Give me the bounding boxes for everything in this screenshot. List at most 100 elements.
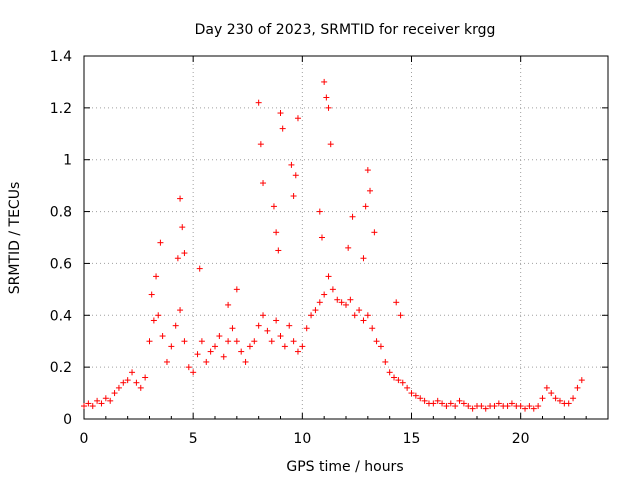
data-point	[526, 403, 533, 410]
data-point	[277, 110, 284, 117]
x-tick-label: 10	[293, 431, 311, 447]
data-point	[364, 167, 371, 174]
x-tick-label: 20	[512, 431, 530, 447]
data-point	[347, 296, 354, 303]
data-point	[530, 405, 537, 412]
data-point	[157, 239, 164, 246]
data-point	[362, 203, 369, 210]
data-point	[397, 312, 404, 319]
y-tick-label: 1	[63, 153, 72, 169]
data-point	[124, 377, 131, 384]
data-point	[539, 395, 546, 402]
data-point	[312, 307, 319, 314]
data-point	[155, 312, 162, 319]
x-tick-label: 5	[189, 431, 198, 447]
data-point	[404, 384, 411, 391]
data-point	[504, 403, 511, 410]
data-point	[153, 273, 160, 280]
data-point	[325, 273, 332, 280]
data-point	[115, 384, 122, 391]
data-point	[316, 299, 323, 306]
data-point	[447, 400, 454, 407]
data-point	[364, 312, 371, 319]
y-tick-label: 0	[63, 412, 72, 428]
data-point	[517, 403, 524, 410]
data-point	[281, 343, 288, 350]
data-point	[220, 353, 227, 360]
data-point	[85, 400, 92, 407]
data-point	[268, 338, 275, 345]
data-point	[120, 379, 127, 386]
data-point	[482, 405, 489, 412]
y-tick-label: 0.2	[50, 360, 72, 376]
data-point	[279, 125, 286, 132]
data-point	[238, 348, 245, 355]
data-point	[393, 299, 400, 306]
data-point	[207, 348, 214, 355]
data-point	[548, 390, 555, 397]
data-point	[382, 358, 389, 365]
data-point	[308, 312, 315, 319]
x-axis-label: GPS time / hours	[286, 459, 403, 475]
plot-frame	[83, 55, 609, 420]
data-point	[452, 403, 459, 410]
data-point	[321, 291, 328, 298]
data-point	[369, 325, 376, 332]
y-tick-label: 0.8	[50, 205, 72, 221]
data-point	[233, 338, 240, 345]
data-point	[522, 405, 529, 412]
x-tick-label: 0	[80, 431, 89, 447]
data-point	[150, 317, 157, 324]
data-point	[198, 338, 205, 345]
data-point	[177, 307, 184, 314]
data-point	[345, 244, 352, 251]
data-point	[360, 317, 367, 324]
data-point	[460, 400, 467, 407]
data-point	[203, 358, 210, 365]
data-point	[89, 403, 96, 410]
data-point	[129, 369, 136, 376]
data-point	[294, 115, 301, 122]
data-point	[338, 299, 345, 306]
data-point	[194, 351, 201, 358]
data-point	[574, 384, 581, 391]
data-point	[133, 379, 140, 386]
data-point	[556, 397, 563, 404]
data-point	[386, 369, 393, 376]
data-point	[371, 229, 378, 236]
data-point	[168, 343, 175, 350]
data-point	[323, 94, 330, 101]
data-point	[107, 397, 114, 404]
data-point	[578, 377, 585, 384]
data-point	[439, 400, 446, 407]
data-point	[294, 348, 301, 355]
data-point	[179, 224, 186, 231]
data-point	[377, 343, 384, 350]
data-point	[177, 195, 184, 202]
data-point	[174, 255, 181, 262]
data-point	[273, 317, 280, 324]
data-point	[172, 322, 179, 329]
data-point	[327, 141, 334, 148]
data-point	[181, 250, 188, 257]
data-point	[408, 390, 415, 397]
data-point	[264, 327, 271, 334]
data-point	[212, 343, 218, 350]
data-point	[275, 247, 282, 254]
data-point	[495, 400, 502, 407]
data-point	[329, 286, 336, 293]
y-tick-label: 1.4	[50, 49, 72, 65]
data-point	[303, 325, 310, 332]
data-point	[412, 392, 419, 399]
data-point	[216, 333, 223, 340]
data-point	[111, 390, 118, 397]
data-point	[491, 403, 498, 410]
data-point	[137, 384, 144, 391]
data-point	[190, 369, 197, 376]
data-points	[81, 78, 585, 412]
data-point	[334, 296, 341, 303]
data-point	[434, 397, 441, 404]
data-point	[255, 322, 262, 329]
data-point	[508, 400, 515, 407]
data-point	[535, 403, 542, 410]
